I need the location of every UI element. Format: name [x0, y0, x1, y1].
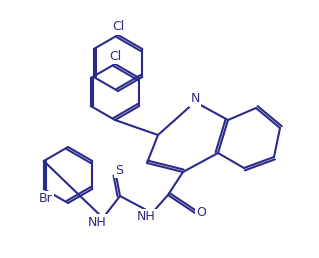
Text: Br: Br — [39, 192, 53, 206]
Text: Cl: Cl — [109, 50, 121, 62]
Text: NH: NH — [88, 215, 106, 229]
Text: O: O — [196, 206, 206, 220]
Text: NH: NH — [137, 211, 155, 223]
Text: Cl: Cl — [112, 20, 124, 34]
Text: S: S — [115, 164, 123, 176]
Text: N: N — [190, 93, 200, 106]
